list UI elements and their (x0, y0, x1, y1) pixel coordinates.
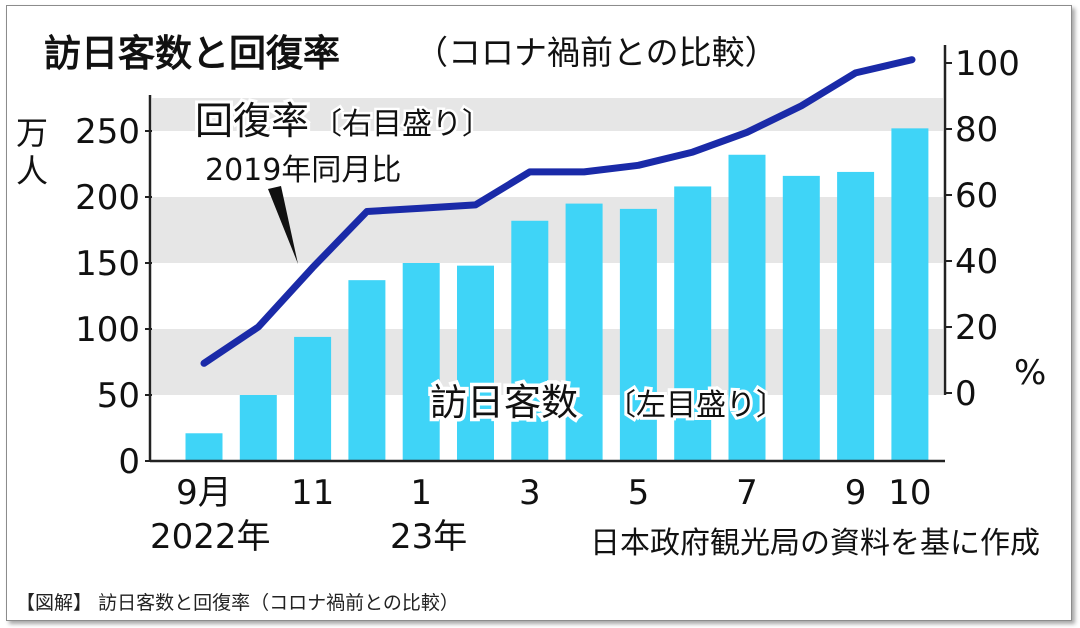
right-tick-100: 100 (955, 44, 1020, 84)
right-tick-40: 40 (955, 242, 998, 282)
left-tick-100: 100 (75, 310, 140, 350)
bar-2023-03 (511, 220, 549, 461)
x-tick-2023-01: 1 (410, 473, 432, 513)
left-tick-50: 50 (97, 376, 140, 416)
x-tick-2023-03: 3 (519, 473, 541, 513)
caption-text: 訪日客数と回復率（コロナ禍前との比較） (98, 592, 459, 614)
left-tick-150: 150 (75, 244, 140, 284)
right-tick-80: 80 (955, 110, 998, 150)
bar-2022-09 (185, 433, 223, 461)
x-tick-2023-10: 10 (888, 473, 931, 513)
bar-2022-10 (239, 395, 277, 461)
line-label-axis: 〔右目盛り〕 (312, 107, 492, 142)
right-unit-percent: % (1014, 353, 1046, 393)
x-tick-2023-07: 7 (736, 473, 758, 513)
source-note: 日本政府観光局の資料を基に作成 (590, 526, 1040, 561)
year-label-2023: 23年 (390, 517, 467, 557)
bar-2022-12 (348, 280, 386, 461)
caption-tag: 図解 (35, 592, 74, 614)
bar-2022-11 (294, 336, 332, 461)
x-tick-labels: 9月 11 1 3 5 7 9 10 (176, 473, 931, 513)
right-tick-20: 20 (955, 308, 998, 348)
right-tick-60: 60 (955, 176, 998, 216)
line-note: 2019年同月比 (205, 153, 401, 188)
line-annotation: 回復率 〔右目盛り〕 2019年同月比 (192, 96, 495, 264)
figure-caption: 【図解】 訪日客数と回復率（コロナ禍前との比較） (16, 592, 459, 614)
bar-2023-09 (837, 171, 875, 462)
left-tick-labels: 0 50 100 150 200 250 (75, 112, 152, 482)
year-label-2022: 2022年 (150, 517, 271, 557)
left-tick-0: 0 (118, 442, 140, 482)
line-label: 回復率 (195, 99, 309, 143)
x-tick-2022-09: 9月 (176, 473, 232, 513)
bar-2023-05 (619, 208, 657, 461)
bar-annotation: 訪日客数 〔左目盛り〕 (427, 378, 790, 428)
right-tick-labels: 0 20 40 60 80 100 (945, 44, 1020, 414)
bar-2023-04 (565, 203, 603, 461)
bar-label: 訪日客数 (430, 381, 578, 424)
bar-2023-02 (457, 265, 494, 461)
left-tick-250: 250 (75, 112, 140, 152)
line-pointer (268, 186, 298, 264)
x-tick-2023-05: 5 (628, 473, 650, 513)
right-tick-0: 0 (955, 374, 977, 414)
left-unit-man: 万 (16, 114, 48, 152)
x-tick-2023-09: 9 (845, 473, 867, 513)
bar-label-axis: 〔左目盛り〕 (606, 388, 786, 423)
left-unit-nin: 人 (16, 152, 48, 190)
bar-series (185, 128, 929, 462)
left-tick-200: 200 (75, 178, 140, 218)
bar-2023-07 (728, 154, 766, 461)
chart-subtitle: （コロナ禍前との比較） (415, 33, 778, 72)
chart-title: 訪日客数と回復率 (44, 32, 340, 75)
bar-2023-08 (782, 175, 820, 461)
recovery-rate-line (200, 56, 916, 367)
bar-2023-10 (891, 128, 929, 462)
bar-2023-06 (674, 186, 712, 461)
x-tick-2022-11: 11 (291, 473, 334, 513)
bar-2023-01 (402, 263, 440, 461)
